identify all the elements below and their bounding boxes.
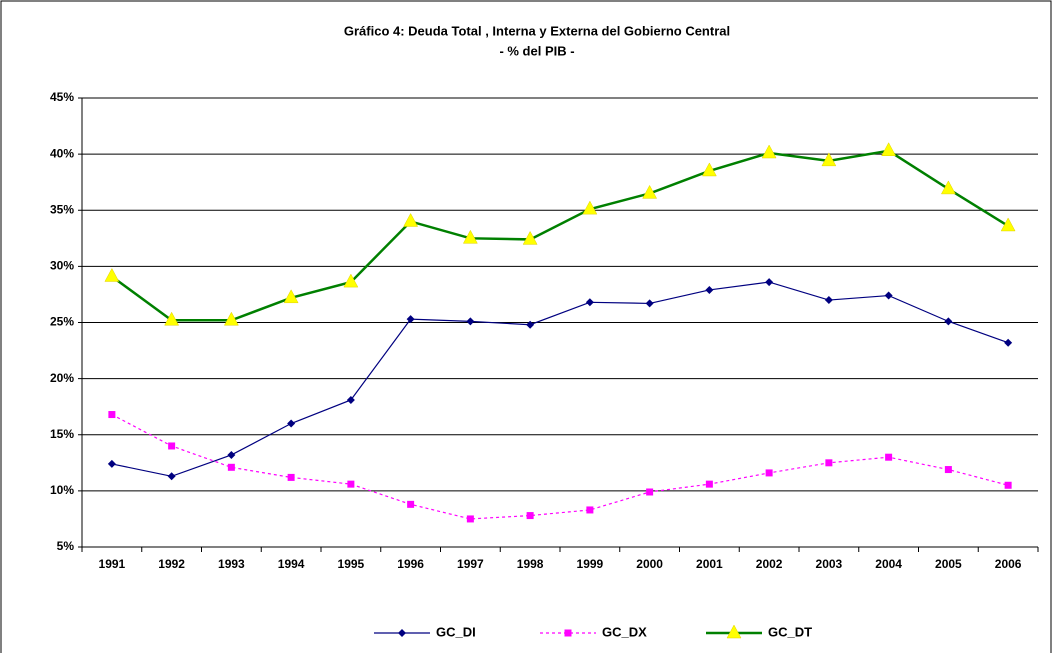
series-line [111, 414, 1009, 520]
data-point [825, 459, 833, 467]
data-point [108, 411, 116, 419]
data-point [642, 184, 658, 199]
data-point [343, 273, 359, 288]
data-point [582, 200, 598, 215]
y-tick-label: 35% [50, 202, 74, 216]
data-point [223, 311, 239, 326]
x-tick-label: 2005 [935, 557, 962, 571]
data-point [585, 298, 594, 307]
data-point [701, 162, 717, 177]
data-point [406, 315, 415, 324]
data-point [164, 311, 180, 326]
legend-label: GC_DT [768, 624, 812, 639]
data-point [287, 473, 295, 481]
data-point [227, 450, 236, 459]
data-point [107, 459, 116, 468]
data-point [466, 515, 474, 523]
data-point [522, 230, 538, 245]
data-point [705, 480, 713, 488]
x-tick-label: 1996 [397, 557, 424, 571]
data-point [526, 320, 535, 329]
data-point [462, 229, 478, 244]
legend-marker [564, 629, 572, 637]
data-point [168, 442, 176, 450]
data-point [944, 317, 953, 326]
data-point [586, 506, 594, 514]
y-tick-label: 5% [57, 539, 75, 553]
data-point [526, 512, 534, 520]
data-point [646, 488, 654, 496]
x-tick-label: 2003 [816, 557, 843, 571]
x-tick-label: 1991 [99, 557, 126, 571]
legend-label: GC_DI [436, 624, 476, 639]
data-point [407, 500, 415, 508]
data-point [705, 285, 714, 294]
data-point [227, 463, 235, 471]
data-point [287, 419, 296, 428]
y-tick-label: 10% [50, 483, 74, 497]
data-point [761, 144, 777, 159]
data-point [346, 395, 355, 404]
x-tick-label: 1997 [457, 557, 484, 571]
y-tick-label: 30% [50, 259, 74, 273]
legend-label: GC_DX [602, 624, 647, 639]
data-point [1004, 338, 1013, 347]
y-tick-label: 15% [50, 427, 74, 441]
series-line [111, 149, 1009, 322]
chart-subtitle: - % del PIB - [499, 43, 574, 58]
data-point [283, 289, 299, 304]
x-tick-label: 2004 [875, 557, 902, 571]
data-point [466, 317, 475, 326]
legend-marker [726, 624, 742, 639]
x-tick-label: 2001 [696, 557, 723, 571]
data-point [645, 299, 654, 308]
series-line [111, 281, 1009, 477]
data-point [403, 212, 419, 227]
chart-title: Gráfico 4: Deuda Total , Interna y Exter… [344, 23, 730, 38]
data-point [765, 469, 773, 477]
data-point [944, 466, 952, 474]
y-tick-label: 25% [50, 315, 74, 329]
data-point [884, 291, 893, 300]
data-point [881, 142, 897, 157]
x-tick-label: 2000 [636, 557, 663, 571]
x-tick-label: 1998 [517, 557, 544, 571]
data-point [940, 180, 956, 195]
x-tick-label: 1993 [218, 557, 245, 571]
data-point [347, 480, 355, 488]
data-point [765, 278, 774, 287]
y-tick-label: 20% [50, 371, 74, 385]
data-point [167, 472, 176, 481]
x-tick-label: 2002 [756, 557, 783, 571]
x-tick-label: 1999 [577, 557, 604, 571]
y-tick-label: 40% [50, 146, 74, 160]
x-tick-label: 1995 [338, 557, 365, 571]
x-tick-label: 1992 [158, 557, 185, 571]
data-point [885, 453, 893, 461]
data-point [104, 267, 120, 282]
data-point [821, 152, 837, 167]
x-tick-label: 1994 [278, 557, 305, 571]
data-point [1004, 481, 1012, 489]
data-point [824, 296, 833, 305]
legend-marker [398, 629, 406, 637]
y-tick-label: 45% [50, 90, 74, 104]
x-tick-label: 2006 [995, 557, 1022, 571]
data-point [1000, 217, 1016, 232]
